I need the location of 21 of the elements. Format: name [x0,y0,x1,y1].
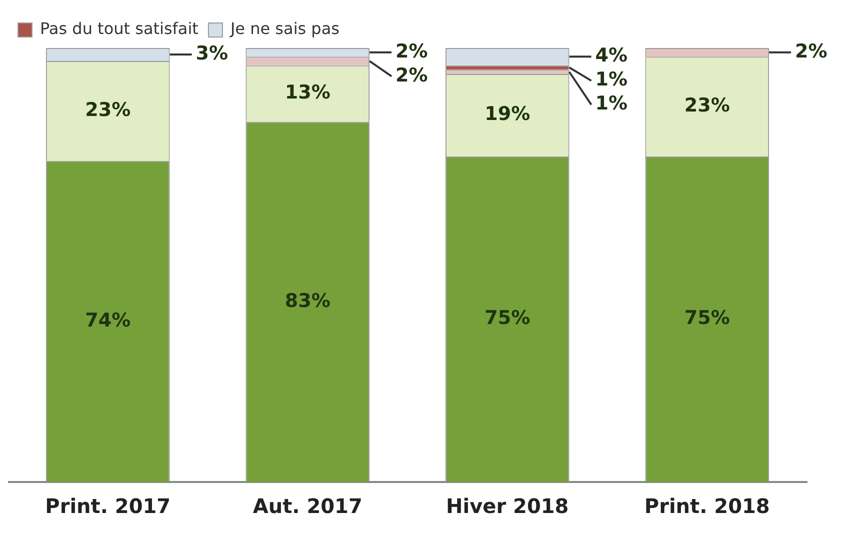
data-label: 74% [85,309,131,332]
legend-label: Pas du tout satisfait [40,19,198,38]
data-label: 2% [396,40,428,62]
data-label: 23% [85,98,131,121]
data-label: 3% [196,42,228,64]
x-tick-label: Hiver 2018 [446,494,569,518]
data-label: 23% [684,94,730,117]
data-label: 19% [484,103,530,126]
data-label: 1% [595,68,628,91]
data-label: 2% [795,40,828,62]
x-tick-label: Aut. 2017 [252,494,362,518]
data-label: 75% [684,307,730,330]
data-label: 2% [396,64,428,86]
data-label: 1% [595,92,628,115]
legend-label: Je ne sais pas [229,19,340,38]
data-label: 13% [284,82,330,104]
x-tick-label: Print. 2017 [45,494,171,518]
data-label: 4% [595,44,628,67]
data-label: 75% [484,307,530,330]
x-tick-label: Print. 2018 [644,494,770,518]
data-label: 83% [284,290,330,312]
